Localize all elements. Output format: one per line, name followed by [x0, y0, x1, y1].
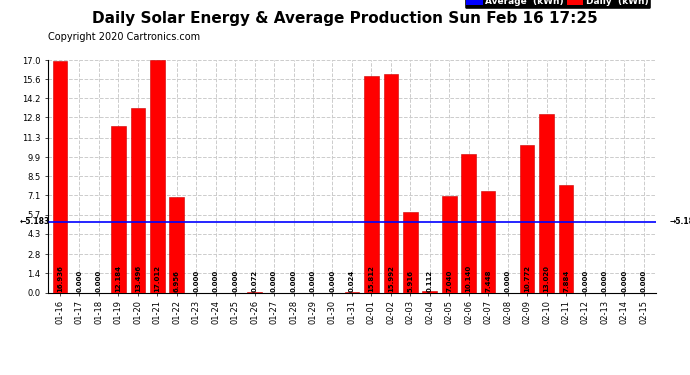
Bar [422, 291, 437, 292]
Bar [481, 190, 495, 292]
Text: 0.000: 0.000 [213, 270, 219, 292]
Text: 0.000: 0.000 [504, 270, 511, 292]
Bar [111, 126, 126, 292]
Text: 0.000: 0.000 [96, 270, 102, 292]
Bar [247, 291, 262, 292]
Text: 7.884: 7.884 [563, 270, 569, 292]
Text: Daily Solar Energy & Average Production Sun Feb 16 17:25: Daily Solar Energy & Average Production … [92, 11, 598, 26]
Bar [364, 76, 379, 292]
Text: 5.916: 5.916 [407, 270, 413, 292]
Text: 16.936: 16.936 [57, 265, 63, 292]
Text: 13.020: 13.020 [544, 265, 549, 292]
Text: 0.000: 0.000 [582, 270, 589, 292]
Text: 7.040: 7.040 [446, 270, 452, 292]
Bar [130, 108, 145, 292]
Bar [559, 184, 573, 292]
Bar [170, 197, 184, 292]
Text: 0.000: 0.000 [622, 270, 627, 292]
Text: 0.112: 0.112 [426, 270, 433, 292]
Text: 0.000: 0.000 [271, 270, 277, 292]
Bar [520, 145, 534, 292]
Bar [403, 211, 417, 292]
Text: 15.812: 15.812 [368, 265, 375, 292]
Bar [539, 114, 554, 292]
Text: →5.188: →5.188 [669, 217, 690, 226]
Bar [442, 196, 457, 292]
Text: 0.000: 0.000 [310, 270, 316, 292]
Text: 13.496: 13.496 [135, 265, 141, 292]
Text: ←5.183: ←5.183 [20, 217, 50, 226]
Text: Copyright 2020 Cartronics.com: Copyright 2020 Cartronics.com [48, 32, 200, 42]
Text: 12.184: 12.184 [115, 265, 121, 292]
Bar [52, 61, 68, 292]
Bar [384, 74, 398, 292]
Text: 17.012: 17.012 [155, 265, 160, 292]
Text: 0.072: 0.072 [252, 270, 257, 292]
Text: 0.024: 0.024 [349, 270, 355, 292]
Text: 7.448: 7.448 [485, 269, 491, 292]
Text: 0.000: 0.000 [641, 270, 647, 292]
Text: 0.000: 0.000 [77, 270, 82, 292]
Text: 10.140: 10.140 [466, 265, 472, 292]
Text: 0.000: 0.000 [290, 270, 297, 292]
Text: 0.000: 0.000 [232, 270, 238, 292]
Text: 0.000: 0.000 [193, 270, 199, 292]
Text: 10.772: 10.772 [524, 265, 530, 292]
Text: 6.956: 6.956 [174, 270, 180, 292]
Bar [462, 154, 476, 292]
Text: 0.000: 0.000 [329, 270, 335, 292]
Text: 15.992: 15.992 [388, 265, 394, 292]
Text: 0.000: 0.000 [602, 270, 608, 292]
Legend: Average  (kWh), Daily  (kWh): Average (kWh), Daily (kWh) [464, 0, 651, 9]
Bar [150, 60, 165, 292]
